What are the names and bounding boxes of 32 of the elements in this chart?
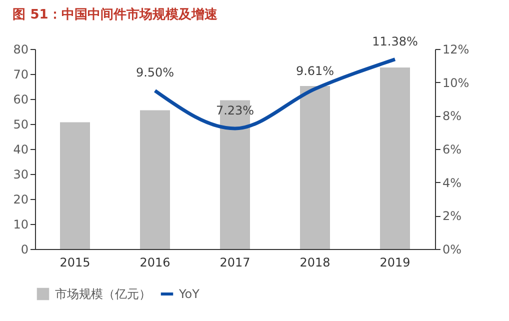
bar [140, 110, 170, 249]
data-label: 7.23% [216, 104, 254, 118]
data-label: 9.50% [136, 66, 174, 80]
bar [380, 68, 410, 249]
x-tick-label: 2017 [220, 256, 250, 270]
y-tick-label: 70 [13, 68, 28, 82]
chart-title: 图 51：中国中间件市场规模及增速 [12, 6, 218, 22]
y2-tick-label: 2% [442, 209, 462, 224]
y2-tick-label: 8% [442, 109, 462, 124]
y-tick-label: 30 [13, 168, 28, 182]
y-tick-label: 50 [13, 118, 28, 132]
legend-label: YoY [178, 287, 200, 301]
y-tick-label: 40 [13, 142, 28, 156]
y2-tick-label: 10% [442, 76, 470, 90]
legend-label: 市场规模（亿元） [55, 287, 151, 301]
y2-tick-label: 4% [442, 176, 462, 190]
y2-tick-label: 12% [442, 42, 470, 56]
x-tick-label: 2015 [60, 256, 90, 270]
bar [300, 86, 330, 249]
y-tick-label: 80 [13, 42, 28, 56]
y-tick-label: 10 [13, 218, 28, 232]
x-tick-label: 2019 [380, 256, 410, 270]
y-tick-label: 0 [20, 242, 28, 256]
y-tick-label: 20 [13, 192, 28, 206]
x-tick-label: 2016 [140, 256, 170, 270]
bar [60, 122, 90, 249]
x-tick-label: 2018 [300, 256, 330, 270]
data-label: 9.61% [296, 64, 334, 78]
y2-tick-label: 6% [442, 142, 462, 156]
y-tick-label: 60 [13, 92, 28, 106]
data-label: 11.38% [372, 34, 418, 48]
y2-tick-label: 0% [442, 242, 462, 256]
